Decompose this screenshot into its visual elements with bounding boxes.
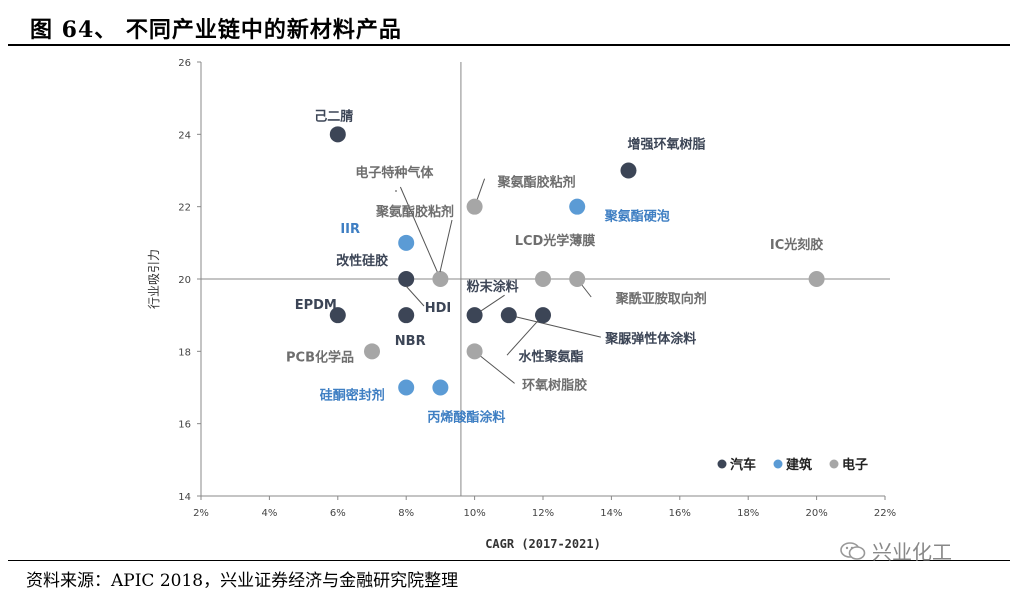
x-tick-label: 6%: [330, 508, 346, 519]
data-label: 硅酮密封剂: [320, 388, 385, 404]
leader-line: [508, 314, 601, 338]
data-point: [466, 343, 483, 360]
y-axis-label: 行业吸引力: [147, 249, 161, 309]
data-label: 水性聚氨酯: [518, 349, 583, 365]
y-tick-label: 16: [178, 420, 191, 431]
footer-divider: [8, 560, 1010, 561]
data-point: [620, 162, 637, 179]
x-tick-label: 18%: [737, 508, 759, 519]
data-point: [535, 271, 551, 287]
x-tick-label: 20%: [805, 508, 827, 519]
title-bar: 图 64、 不同产业链中的新材料产品: [8, 6, 1010, 46]
data-label: 电子特种气体: [355, 165, 434, 181]
leader-line: [405, 285, 425, 307]
data-point: [500, 307, 517, 324]
legend-label: 汽车: [730, 457, 756, 473]
leader-line: [506, 314, 544, 356]
data-label: 粉末涂料: [467, 279, 519, 295]
data-label: PCB化学品: [286, 349, 354, 365]
leader-line: [474, 350, 515, 384]
y-tick-label: 24: [178, 130, 191, 141]
data-point: [466, 198, 483, 215]
y-tick-label: 14: [178, 492, 191, 503]
x-tick-label: 10%: [463, 508, 485, 519]
data-label: EPDM: [295, 298, 337, 313]
legend-marker: [773, 459, 783, 469]
data-label: IC光刻胶: [770, 237, 823, 253]
x-tick-label: 22%: [874, 508, 896, 519]
data-point: [535, 307, 551, 324]
data-point: [432, 379, 449, 396]
data-label: HDI: [425, 301, 452, 316]
data-point: [329, 126, 346, 143]
page-title: 图 64、 不同产业链中的新材料产品: [30, 17, 402, 43]
data-point: [432, 271, 449, 287]
legend-label: 建筑: [786, 457, 812, 473]
data-label: 丙烯酸酯涂料: [427, 410, 505, 426]
y-tick-label: 26: [178, 58, 191, 69]
legend-label: 电子: [842, 457, 868, 473]
y-tick-label: 22: [178, 203, 191, 214]
source-note: 资料来源：APIC 2018，兴业证券经济与金融研究院整理: [26, 571, 459, 591]
data-label: 己二腈: [314, 108, 353, 124]
watermark: 兴业化工: [840, 536, 952, 565]
data-point: [329, 307, 346, 324]
wechat-icon: [840, 541, 866, 561]
watermark-text: 兴业化工: [872, 540, 952, 564]
stray-dot: [395, 190, 397, 192]
legend-marker: [829, 459, 839, 469]
data-point: [364, 343, 380, 360]
scatter-chart: 2% 4% 6% 8% 10% 12% 14% 16% 18% 20% 22% 14 16 18 20 22 2…: [147, 58, 896, 551]
data-point: [569, 271, 586, 287]
x-tick-label: 12%: [532, 508, 554, 519]
data-label: 增强环氧树脂: [627, 137, 705, 153]
x-tick-label: 14%: [600, 508, 622, 519]
x-tick-label: 4%: [261, 508, 277, 519]
data-point: [398, 307, 415, 324]
data-point: [398, 234, 415, 251]
leader-line: [399, 186, 441, 280]
data-point: [808, 271, 825, 287]
data-label: 聚氨酯胶粘剂: [375, 204, 454, 220]
data-label: 环氧树脂胶: [522, 377, 587, 393]
data-label: 聚酰亚胺取向剂: [615, 291, 707, 307]
data-label: 聚氨酯胶粘剂: [497, 175, 576, 191]
x-tick-label: 2%: [193, 508, 209, 519]
data-label: 聚脲弹性体涂料: [604, 331, 696, 347]
x-axis-label: CAGR (2017-2021): [485, 537, 601, 551]
data-label: 改性硅胶: [336, 253, 388, 269]
data-label: IIR: [340, 222, 360, 237]
x-tick-label: 8%: [398, 508, 414, 519]
data-point: [398, 271, 415, 287]
data-point: [398, 379, 415, 396]
x-tick-label: 16%: [669, 508, 691, 519]
data-label: NBR: [395, 334, 426, 349]
data-label: LCD光学薄膜: [515, 233, 596, 249]
y-tick-label: 18: [178, 347, 191, 358]
data-point: [466, 307, 483, 324]
data-label: 聚氨酯硬泡: [604, 209, 670, 225]
data-point: [569, 198, 586, 215]
leader-line: [439, 219, 453, 273]
y-tick-label: 20: [178, 275, 191, 286]
legend-marker: [717, 459, 727, 469]
